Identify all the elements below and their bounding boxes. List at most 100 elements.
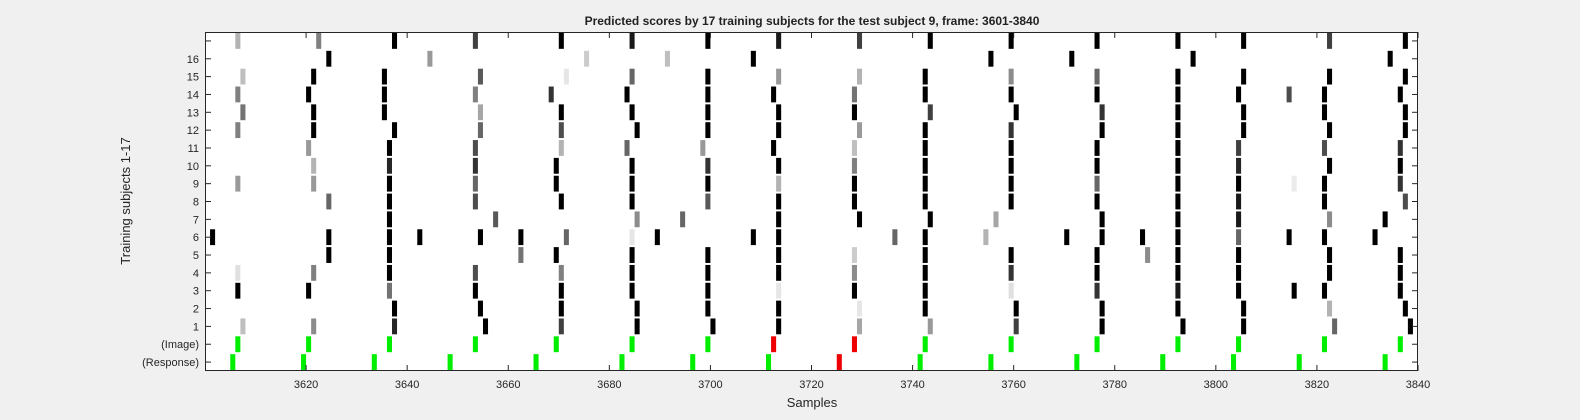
score-cell [381,104,387,121]
score-cell [851,282,857,299]
score-cell [1008,86,1014,103]
response-mark [766,354,772,370]
score-cell [705,300,711,317]
score-cell [634,300,640,317]
image-mark [771,336,777,353]
score-cell [1175,300,1181,317]
score-cell [771,140,777,156]
score-cell [392,33,398,49]
score-cell [1402,300,1408,317]
x-tick-label: 3660 [496,379,520,391]
x-tick-label: 3740 [900,379,924,391]
score-cell [922,193,928,210]
score-cell [1008,122,1014,139]
score-cell [235,175,241,192]
score-cell [851,86,857,103]
y-tick-label: 16 [187,54,199,66]
score-cell [851,247,857,263]
score-cell [306,86,312,103]
score-cell [472,140,478,156]
score-cell [1236,140,1242,156]
score-cell [1397,157,1403,174]
score-cell [1008,33,1014,49]
image-mark [235,336,241,353]
score-cell [477,104,483,121]
score-cell [927,211,933,228]
score-cell [311,318,317,335]
score-cell [1175,140,1181,156]
score-cell [311,175,317,192]
y-tick-label: 2 [193,304,199,316]
score-cell [1008,282,1014,299]
score-cell [1397,175,1403,192]
score-cell [1372,229,1378,246]
score-cell [1008,68,1014,85]
score-cell [776,247,782,263]
score-cell [1321,229,1328,246]
image-mark [386,336,392,353]
score-cell [705,175,711,192]
score-cell [1332,318,1338,335]
score-cell [386,140,392,156]
y-tick-label: 4 [193,268,199,280]
score-cell [518,247,524,263]
score-cell [584,50,590,67]
score-cell [705,33,711,49]
score-cell [1175,104,1181,121]
score-cell [892,229,898,246]
score-cell [922,68,928,85]
score-cell [988,50,994,67]
score-cell [1094,175,1100,192]
score-cell [856,300,863,317]
score-cell [851,175,857,192]
score-cell [776,104,782,121]
score-cell [776,229,782,246]
score-cell [922,122,928,139]
score-cell [1175,175,1181,192]
score-cell [386,175,392,192]
score-cell [927,104,933,121]
score-cell [983,229,989,246]
response-mark [1296,354,1302,370]
score-cell [922,300,928,317]
score-cell [705,104,711,121]
y-tick-label: 15 [187,72,199,84]
y-tick-label: 14 [187,89,199,101]
x-tick-labels: 3620 3640 3660 3680 3700 3720 3740 3760 3780 3800… [294,379,1430,391]
score-cell [1397,282,1403,299]
x-axis-label: Samples [787,395,838,410]
score-cell [386,229,392,246]
score-cell [518,229,524,246]
score-cell [558,300,564,317]
score-cell [311,122,317,139]
score-cell [922,175,928,192]
score-cell [705,86,711,103]
score-cell [851,264,857,281]
score-cell [1099,122,1105,139]
chart-title: Predicted scores by 17 training subjects… [585,14,1040,28]
score-cell [558,33,564,49]
score-cell [776,68,782,85]
score-cell [629,229,635,246]
score-cell [705,157,711,174]
score-cell [1241,104,1247,121]
score-cell [326,193,332,210]
score-cell [1327,33,1333,49]
score-cell [386,211,392,228]
score-cell [1291,175,1297,192]
score-cell [776,175,782,192]
y-axis-label: Training subjects 1-17 [118,137,133,264]
plot-background [205,32,1418,371]
score-cell [629,193,635,210]
score-cell [1099,211,1105,228]
score-cell [654,229,660,246]
score-cell [1175,68,1181,85]
score-cell [856,318,863,335]
score-cell [1286,229,1292,246]
score-cell [472,175,478,192]
response-mark [301,354,307,370]
score-cell [553,247,559,263]
score-cell [1321,86,1328,103]
y-tick-label: 12 [187,125,199,137]
score-cell [392,122,398,139]
